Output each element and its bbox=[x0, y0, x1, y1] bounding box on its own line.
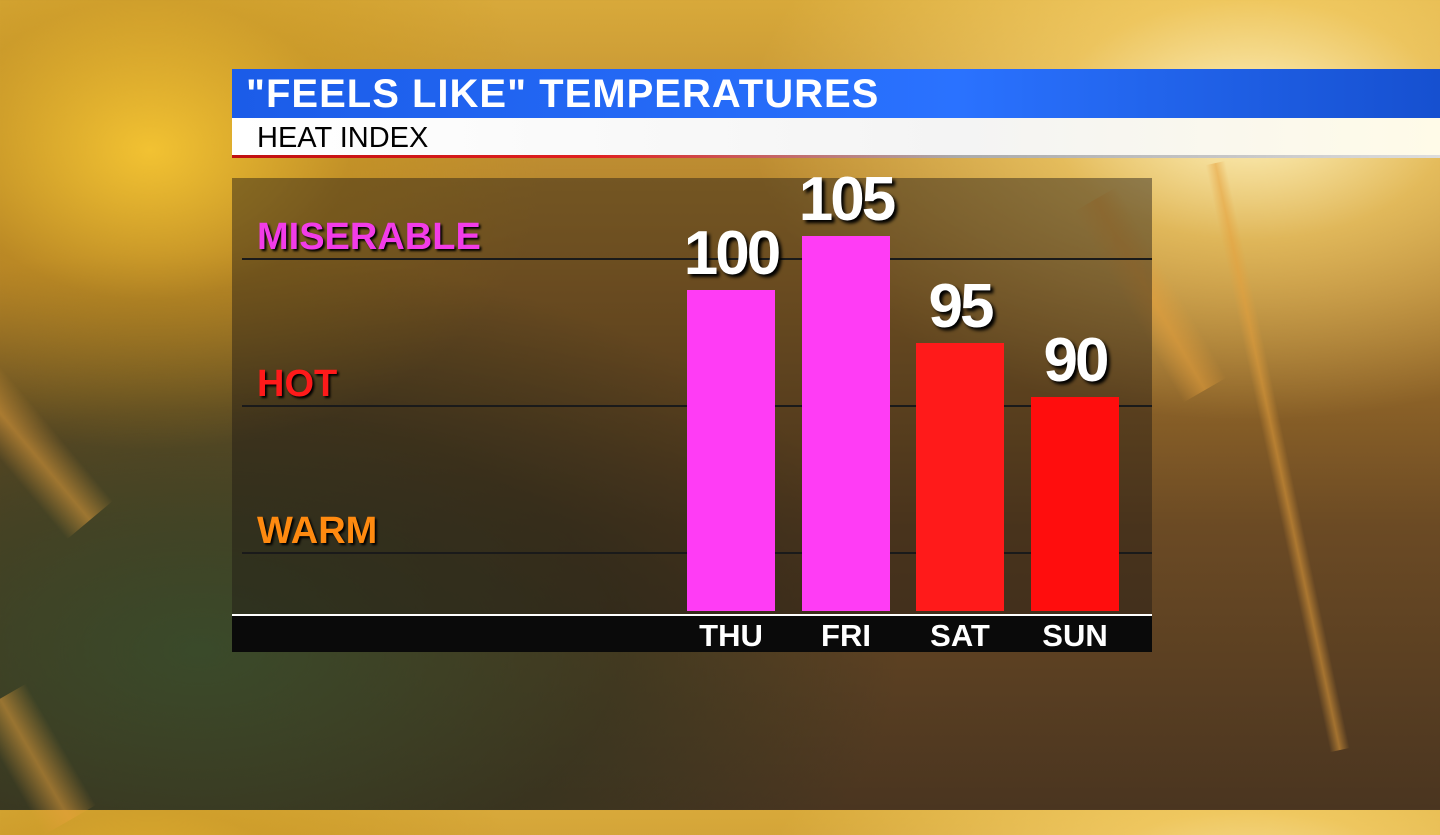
chart-subtitle: HEAT INDEX bbox=[257, 122, 429, 154]
x-axis-bar bbox=[232, 614, 1152, 652]
x-tick-label: SAT bbox=[930, 618, 990, 653]
plot-area: MISERABLE HOT WARM 100 THU 105 FRI 95 SAT 90 SU… bbox=[232, 165, 1152, 653]
band-label-hot: HOT bbox=[257, 363, 338, 405]
x-tick-label: SUN bbox=[1042, 618, 1108, 653]
x-tick-label: FRI bbox=[821, 618, 871, 653]
x-tick-label: THU bbox=[699, 618, 763, 653]
value-label-thu: 100 bbox=[683, 218, 781, 288]
band-label-miserable: MISERABLE bbox=[257, 216, 481, 258]
title-banner: "FEELS LIKE" TEMPERATURES bbox=[232, 69, 1440, 118]
bar-fri bbox=[802, 236, 890, 611]
value-label-sun: 90 bbox=[1043, 325, 1110, 395]
value-label-fri: 105 bbox=[798, 165, 896, 234]
chart-title: "FEELS LIKE" TEMPERATURES bbox=[246, 72, 880, 116]
bar-sun bbox=[1031, 396, 1119, 611]
bar-sat bbox=[916, 343, 1004, 611]
gridline-miserable bbox=[242, 258, 1152, 260]
bar-thu bbox=[687, 289, 775, 611]
band-label-warm: WARM bbox=[257, 510, 378, 552]
subtitle-banner: HEAT INDEX bbox=[232, 118, 1440, 158]
value-label-sat: 95 bbox=[928, 272, 995, 342]
